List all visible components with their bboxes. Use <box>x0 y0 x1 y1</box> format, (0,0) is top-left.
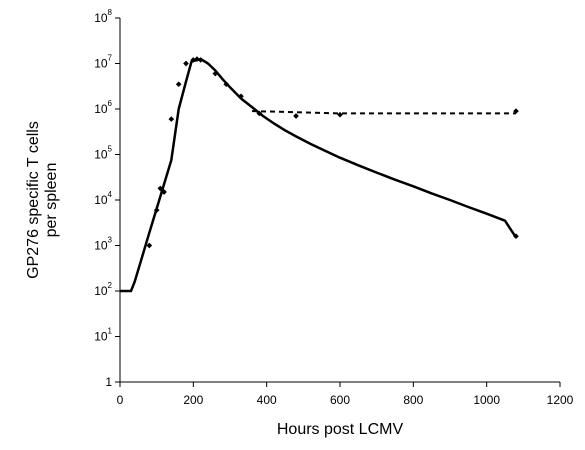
y-tick-label: 108 <box>94 8 112 25</box>
data-point <box>175 81 182 88</box>
y-tick-label: 102 <box>94 281 112 298</box>
data-point <box>161 189 167 195</box>
data-point <box>223 81 230 88</box>
series-line-dashed <box>251 110 516 115</box>
x-tick-label: 1200 <box>547 393 574 407</box>
data-point <box>337 111 343 118</box>
x-tick-label: 600 <box>330 393 350 407</box>
data-point <box>256 110 263 117</box>
data-point <box>157 185 164 192</box>
plot-area <box>120 56 519 293</box>
x-tick-label: 800 <box>403 393 423 407</box>
y-tick-label: 104 <box>94 190 112 207</box>
y-tick-label: 107 <box>94 54 112 71</box>
series-line-solid <box>120 57 518 293</box>
x-tick-label: 1000 <box>473 393 500 407</box>
chart-axes <box>119 18 560 383</box>
data-point <box>183 60 189 67</box>
data-point <box>153 207 160 213</box>
data-point <box>212 70 219 77</box>
y-axis-title: GP276 specific T cells per spleen <box>25 121 60 279</box>
y-axis-title-line-1: GP276 specific T cells <box>25 121 42 279</box>
data-point <box>513 233 519 240</box>
y-tick-label: 103 <box>94 236 112 253</box>
data-point <box>513 108 519 114</box>
x-axis-title: Hours post LCMV <box>277 421 404 438</box>
y-axis-title-line-2: per spleen <box>43 163 60 238</box>
data-point <box>238 93 244 100</box>
y-tick-label: 106 <box>94 99 112 116</box>
data-point <box>146 242 153 249</box>
y-tick-label: 1 <box>105 375 112 389</box>
data-point <box>168 116 175 122</box>
x-ticks: 0 200 400 600 800 1000 1200 <box>117 382 574 407</box>
y-tick-label: 105 <box>94 145 112 162</box>
x-tick-label: 200 <box>183 393 203 407</box>
y-ticks: 1 101 102 103 104 105 106 107 108 <box>94 8 120 389</box>
data-point <box>293 113 299 119</box>
y-tick-label: 101 <box>94 327 112 344</box>
x-tick-label: 0 <box>117 393 124 407</box>
x-tick-label: 400 <box>257 393 277 407</box>
data-point <box>197 57 204 63</box>
